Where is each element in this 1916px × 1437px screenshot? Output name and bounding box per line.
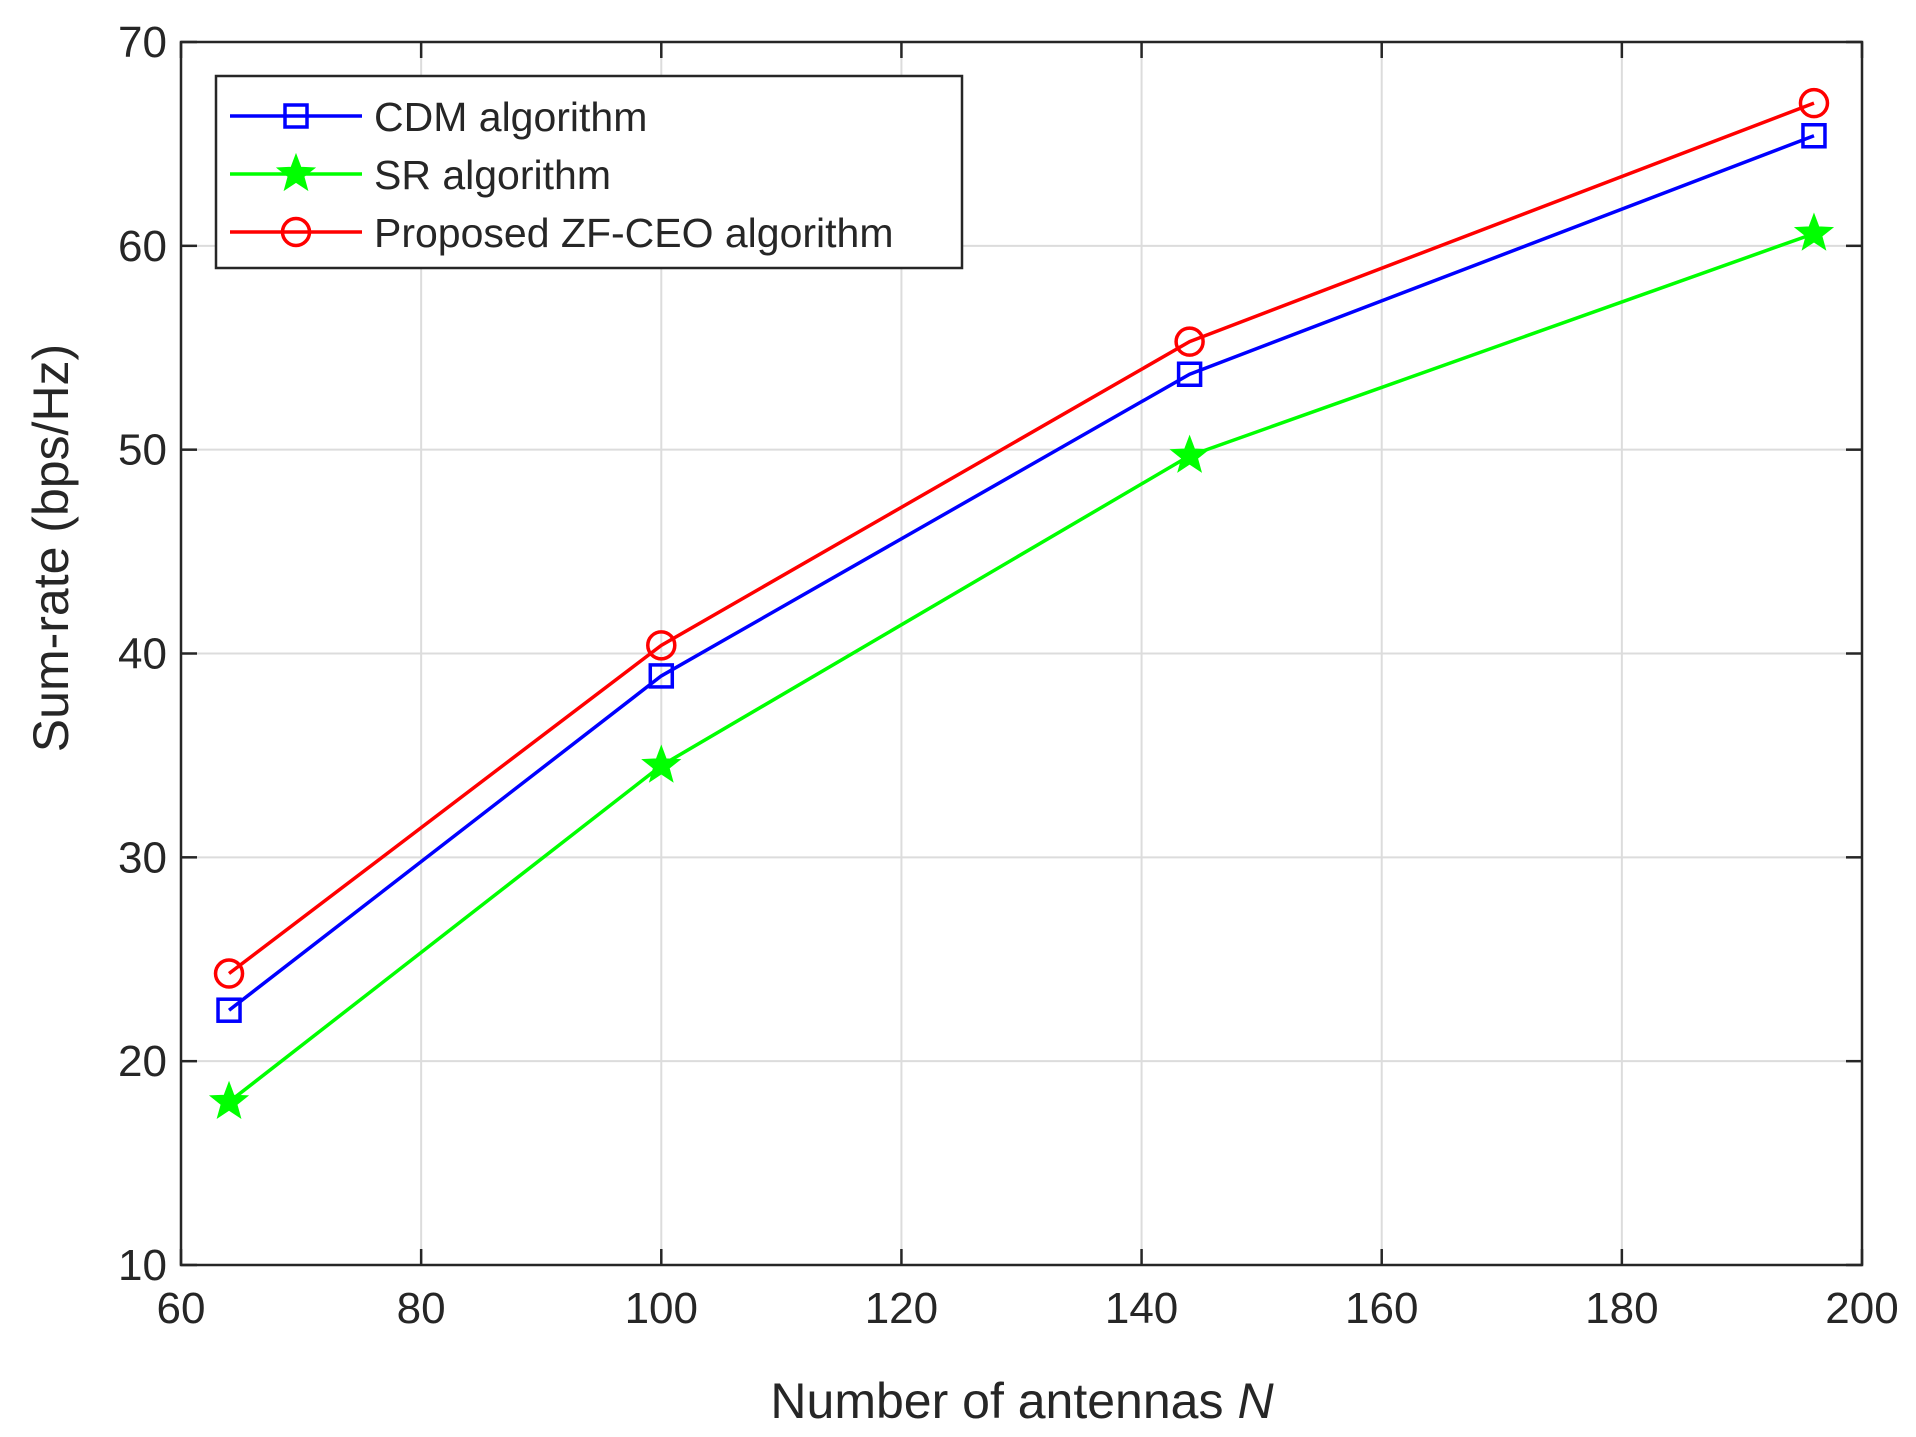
legend: CDM algorithm SR algorithm Proposed ZF-CEO…: [214, 74, 964, 270]
series-line: [227, 231, 1815, 1104]
series-line: [227, 134, 1815, 1012]
y-tick-label: 50: [118, 426, 167, 475]
series-star: [208, 212, 1835, 1120]
legend-label: Proposed ZF-CEO algorithm: [374, 210, 894, 256]
y-tick-label: 60: [118, 222, 167, 271]
series-circle: [213, 87, 1830, 989]
y-tick-label: 70: [118, 18, 167, 67]
data-point: [208, 1080, 250, 1120]
data-point: [1176, 361, 1203, 387]
x-tick-label: 100: [625, 1284, 698, 1333]
data-point: [648, 663, 675, 689]
x-axis-label-text: Number of antennas: [770, 1373, 1223, 1429]
data-point: [213, 958, 245, 989]
legend-marker: [280, 216, 312, 248]
y-tick-label: 30: [118, 833, 167, 882]
axes: 60 80 100 120 140 160 180 200 10 20 30 40 50 60 70: [118, 18, 1899, 1333]
y-tick-label: 10: [118, 1241, 167, 1290]
legend-item: SR algorithm: [230, 152, 611, 198]
legend-marker: [275, 152, 317, 192]
series-square: [216, 123, 1827, 1023]
x-tick-label: 60: [157, 1284, 206, 1333]
series: [208, 87, 1835, 1120]
y-tick-label: 40: [118, 630, 167, 679]
data-point: [216, 997, 242, 1023]
legend-marker: [283, 103, 309, 129]
data-point: [1169, 434, 1210, 473]
x-tick-label: 200: [1825, 1284, 1898, 1333]
data-point: [1798, 87, 1830, 119]
data-point: [1801, 123, 1827, 149]
data-point: [641, 744, 682, 783]
x-tick-label: 140: [1105, 1284, 1178, 1333]
legend-item: Proposed ZF-CEO algorithm: [230, 210, 894, 256]
x-axis-label-variable: N: [1237, 1373, 1274, 1429]
y-tick-label: 20: [118, 1037, 167, 1086]
legend-box: [214, 74, 964, 270]
data-point: [1793, 212, 1835, 251]
x-tick-label: 160: [1345, 1284, 1418, 1333]
x-tick-label: 120: [865, 1284, 938, 1333]
legend-label: CDM algorithm: [374, 94, 647, 140]
x-tick-label: 80: [397, 1284, 446, 1333]
series-line: [227, 101, 1815, 975]
legend-item: CDM algorithm: [230, 94, 647, 140]
x-axis-label: Number of antennas N: [770, 1373, 1274, 1429]
data-point: [1174, 326, 1205, 357]
legend-label: SR algorithm: [374, 152, 611, 198]
y-axis-label: Sum-rate (bps/Hz): [23, 344, 79, 752]
data-point: [646, 630, 677, 661]
x-tick-label: 180: [1585, 1284, 1658, 1333]
